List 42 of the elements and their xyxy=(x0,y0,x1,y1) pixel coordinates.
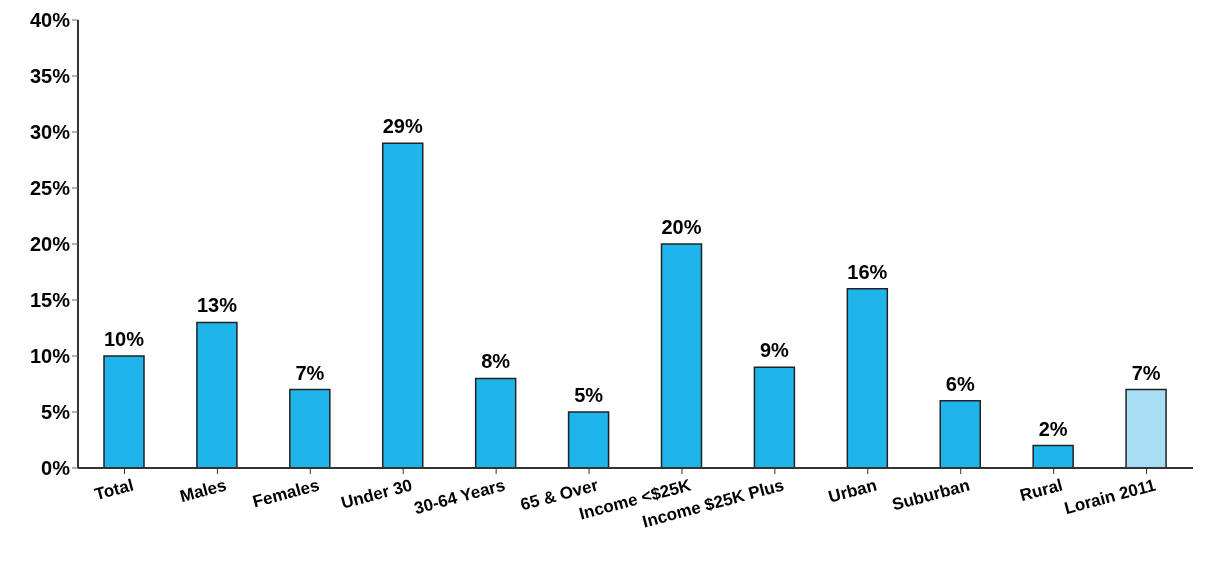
x-tick-label: Under 30 xyxy=(339,475,415,513)
y-tick-label: 10% xyxy=(29,345,71,368)
bar xyxy=(567,411,610,468)
x-tick-label: Suburban xyxy=(890,475,972,515)
x-tick-label: Rural xyxy=(1017,475,1065,506)
data-label: 13% xyxy=(196,294,238,317)
data-label: 16% xyxy=(847,260,888,283)
x-tick-label: Females xyxy=(250,475,322,512)
data-label: 7% xyxy=(1131,361,1161,384)
x-tick-label: Total xyxy=(92,475,136,505)
y-tick-label: 40% xyxy=(29,9,71,32)
y-tick-label: 15% xyxy=(29,289,71,312)
y-tick-label: 5% xyxy=(41,401,71,424)
data-label: 20% xyxy=(661,216,702,238)
bar xyxy=(196,321,238,468)
bar xyxy=(474,377,517,468)
y-tick-label: 25% xyxy=(29,177,71,200)
bar xyxy=(753,366,796,468)
y-tick-label: 35% xyxy=(29,65,71,88)
data-label: 9% xyxy=(759,339,790,362)
y-tick-label: 0% xyxy=(41,457,71,480)
data-label: 29% xyxy=(382,115,423,138)
bar xyxy=(1032,444,1074,468)
bar xyxy=(1125,388,1167,468)
data-label: 8% xyxy=(481,350,511,373)
y-tick-label: 30% xyxy=(29,121,71,144)
bar xyxy=(660,243,703,468)
x-tick-label: Males xyxy=(177,475,229,507)
bar xyxy=(382,142,424,468)
data-label: 7% xyxy=(295,361,325,384)
y-tick-label: 20% xyxy=(29,233,71,256)
x-tick-label: 30-64 Years xyxy=(412,475,508,519)
data-label: 5% xyxy=(574,384,604,406)
bar xyxy=(103,355,145,468)
data-label: 2% xyxy=(1038,417,1068,440)
data-label: 10% xyxy=(103,328,145,350)
x-tick-label: Lorain 2011 xyxy=(1062,475,1158,519)
x-tick-label: Urban xyxy=(826,475,879,507)
bar xyxy=(846,288,889,468)
bar xyxy=(289,388,331,468)
data-label: 6% xyxy=(945,372,975,395)
bar xyxy=(939,400,981,468)
